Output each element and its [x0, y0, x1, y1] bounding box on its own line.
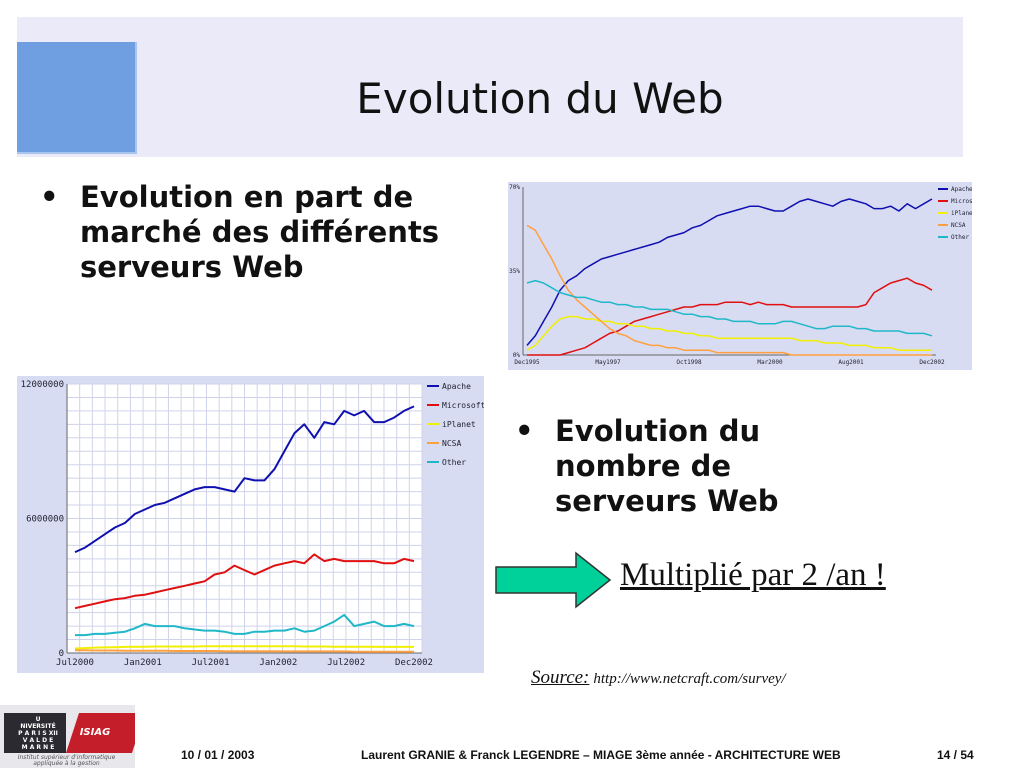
x-tick-label: Dec1995 — [514, 359, 540, 366]
x-tick-label: Jan2002 — [259, 658, 297, 668]
y-tick-label: 35% — [509, 268, 520, 275]
x-tick-label: Jul2000 — [56, 658, 94, 668]
series-line-apache — [74, 405, 415, 554]
x-tick-label: Aug2001 — [838, 359, 864, 366]
source-label: Source: — [531, 667, 590, 688]
source-citation: Source: http://www.netcraft.com/survey/ — [531, 667, 951, 689]
growth-headline: Multiplié par 2 /an ! — [620, 557, 886, 593]
market-share-chart-svg: 0% 35% 70% Dec1995 May1997 Oct1998 Mar2000 Aug2… — [509, 184, 972, 366]
legend-label: NCSA — [442, 439, 461, 448]
x-tick-label: Mar2000 — [757, 359, 783, 366]
bullet-market-share: • Evolution en part de marché des différ… — [40, 180, 480, 285]
legend-label: NCSA — [951, 222, 966, 229]
slide-title: Evolution du Web — [356, 74, 724, 123]
x-tick-label: Dec2002 — [395, 658, 433, 668]
isiag-logo: U NIVERSITÉ P A R I S XII V A L D E M A … — [0, 705, 135, 768]
logo-line: M A R N E — [21, 744, 55, 751]
logo-university-text: U NIVERSITÉ P A R I S XII V A L D E M A … — [18, 716, 58, 751]
y-tick-label: 0 — [59, 649, 64, 659]
plot-area — [523, 187, 936, 355]
title-band — [17, 17, 963, 157]
server-count-chart-svg: 0 6000000 12000000 Jul2000 Jan2001 Jul2001 Jan… — [21, 380, 484, 668]
x-tick-label: Oct1998 — [676, 359, 702, 366]
series-line-apache — [526, 198, 933, 346]
x-tick-label: Jul2001 — [192, 658, 230, 668]
logo-brand: ISIAG — [79, 727, 111, 738]
bullet-marker: • — [40, 180, 59, 214]
server-count-chart: 0 6000000 12000000 Jul2000 Jan2001 Jul2001 Jan… — [17, 376, 484, 673]
y-tick-label: 0% — [513, 352, 521, 359]
series-line-other — [526, 279, 933, 337]
source-link[interactable]: http://www.netcraft.com/survey/ — [593, 671, 786, 687]
footer-page-number: 14 / 54 — [937, 748, 974, 762]
bullet-text: Evolution en part de marché des différen… — [80, 180, 440, 284]
legend-label: Apache — [442, 382, 471, 391]
legend-label: iPlanet — [951, 210, 972, 217]
legend-label: Other — [442, 458, 466, 467]
logo-dark-block — [4, 713, 66, 753]
y-tick-label: 6000000 — [26, 515, 64, 525]
legend-label: Apache — [951, 186, 972, 193]
logo-line: P A R I S XII — [18, 730, 58, 737]
logo-caption: Institut supérieur d'informatique appliq… — [17, 754, 116, 767]
series-line-microsoft — [527, 277, 933, 356]
y-tick-label: 70% — [509, 184, 520, 191]
footer-date: 10 / 01 / 2003 — [181, 748, 255, 762]
legend-label: iPlanet — [442, 420, 476, 429]
x-tick-label: Dec2002 — [919, 359, 945, 366]
x-tick-label: May1997 — [595, 359, 621, 366]
legend-label: Microsoft — [442, 401, 484, 410]
footer-authors: Laurent GRANIE & Franck LEGENDRE – MIAGE… — [361, 748, 841, 762]
bullet-text: Evolution du nombre de serveurs Web — [555, 414, 779, 518]
series-line-iplanet — [526, 315, 932, 351]
y-tick-label: 12000000 — [21, 380, 64, 390]
bullet-server-count: • Evolution du nombre de serveurs Web — [515, 414, 845, 519]
series-line-ncsa — [75, 649, 414, 653]
right-arrow-icon — [495, 551, 612, 609]
logo-line: V A L D E — [22, 737, 54, 744]
logo-line: U NIVERSITÉ — [20, 716, 56, 730]
series-line-iplanet — [74, 645, 414, 650]
market-share-chart: 0% 35% 70% Dec1995 May1997 Oct1998 Mar2000 Aug2… — [508, 182, 972, 370]
series-line-ncsa — [526, 224, 932, 356]
title-accent-square — [17, 42, 137, 154]
x-tick-label: Jul2002 — [327, 658, 365, 668]
legend-label: Other — [951, 234, 969, 241]
series-line-other — [75, 613, 415, 637]
series-line-microsoft — [74, 553, 415, 610]
x-tick-label: Jan2001 — [124, 658, 162, 668]
bullet-marker: • — [515, 414, 534, 448]
legend-label: Microsoft — [951, 198, 972, 205]
